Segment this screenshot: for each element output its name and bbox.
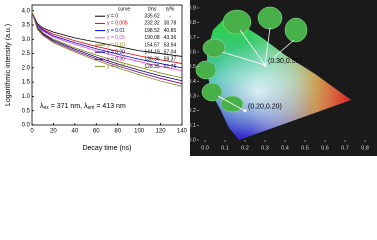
y-tick-label: 1.5 <box>22 80 31 86</box>
legend-label: y = 0.10 <box>107 42 125 48</box>
decay-curve <box>31 11 183 69</box>
annotation: λex = 371 nm, λem = 413 nm <box>40 103 126 111</box>
decay-curve <box>31 12 183 84</box>
y-tick-label: 3.0 <box>22 37 31 43</box>
y-axis-label: Logarithmic intensity (a.u.) <box>5 24 12 106</box>
x-tick-label: 0.7 <box>341 145 349 151</box>
x-tick-label: 0.2 <box>241 145 249 151</box>
legend-header: η/% <box>166 6 175 12</box>
x-tick-label: 0 <box>30 129 34 135</box>
decay-curve <box>31 12 183 72</box>
legend-eta: 53.94 <box>164 42 177 48</box>
cie-point <box>243 109 247 113</box>
plot-frame <box>31 4 183 126</box>
legend-tau: 190.08 <box>144 35 160 41</box>
annotation-part: = 413 nm <box>94 103 125 110</box>
legend-eta: 57.04 <box>164 50 177 56</box>
decay-curve <box>31 11 183 64</box>
legend-label: y = 0.30 <box>107 57 125 63</box>
x-tick-label: 80 <box>114 129 121 135</box>
legend-eta: 61.76 <box>164 64 177 70</box>
annotation-part: = 371 nm, λ <box>49 103 88 110</box>
legend-eta: 30.78 <box>164 21 177 27</box>
legend-label: y = 0.20 <box>107 50 125 56</box>
point-label: (0.20,0.20) <box>248 104 282 111</box>
decay-curve <box>31 12 183 82</box>
legend-eta: 43.36 <box>164 35 177 41</box>
y-tick-label: 0.3 <box>188 93 196 99</box>
y-tick-label: 0.7 <box>188 35 196 41</box>
legend-tau: 128.35 <box>144 64 160 70</box>
y-tick-label: 0.0 <box>22 123 31 129</box>
y-tick-label: 0.9 <box>188 5 196 11</box>
crystal-photos <box>195 6 308 113</box>
legend-label: y = 0.01 <box>107 28 125 34</box>
legend-label: y = 0.40 <box>107 64 125 70</box>
x-tick-label: 0.0 <box>201 145 209 151</box>
x-tick-label: 20 <box>50 129 57 135</box>
y-tick-label: 0.1 <box>188 123 196 129</box>
x-tick-label: 0.8 <box>361 145 369 151</box>
y-tick-label: 0.5 <box>188 64 196 70</box>
decay-curve <box>31 12 183 87</box>
x-tick-label: 140 <box>177 129 188 135</box>
x-tick-label: 0.5 <box>301 145 309 151</box>
legend-header: curve <box>118 6 130 12</box>
legend-label: y = 0 <box>107 14 118 20</box>
x-tick-label: 120 <box>156 129 167 135</box>
point-label: (0.30,0.51) <box>268 58 302 65</box>
y-tick-label: 1.0 <box>22 94 31 100</box>
legend-tau: 144.19 <box>144 50 160 56</box>
figure: 0 20 40 60 80 100 120 1400.00.51.01.52.02.53.03… <box>5 0 377 156</box>
annotation-part: em <box>88 105 95 111</box>
y-tick-label: 0.2 <box>188 108 196 114</box>
legend-label: y = 0.005 <box>107 21 128 27</box>
x-tick-label: 0.6 <box>321 145 329 151</box>
y-tick-label: 0.0 <box>188 137 196 143</box>
legend-eta: 40.85 <box>164 28 177 34</box>
legend-tau: 154.57 <box>144 42 160 48</box>
annotation-part: ex <box>44 105 50 111</box>
x-tick-label: 40 <box>72 129 79 135</box>
x-axis-label: Decay time (ns) <box>82 145 131 152</box>
x-tick-label: 100 <box>134 129 145 135</box>
legend-label: y = 0.05 <box>107 35 125 41</box>
pointer-lines <box>217 27 295 112</box>
x-tick-label: 0.4 <box>281 145 289 151</box>
y-tick-label: 2.0 <box>22 65 31 71</box>
legend-tau: 232.32 <box>144 21 160 27</box>
x-tick-label: 0.1 <box>221 145 229 151</box>
decay-curve <box>31 11 183 57</box>
legend-tau: 198.52 <box>144 28 160 34</box>
annotation-part: λ <box>40 103 44 110</box>
legend-tau: 335.62 <box>144 14 160 20</box>
y-tick-label: 2.5 <box>22 51 31 57</box>
y-tick-label: 0.4 <box>188 79 196 85</box>
legend-tau: 136.36 <box>144 57 160 63</box>
legend-header: τ/ns <box>148 6 157 12</box>
y-tick-label: 0.5 <box>22 108 31 114</box>
x-tick-label: 60 <box>93 129 100 135</box>
y-tick-label: 0.8 <box>188 20 196 26</box>
cie-point <box>263 63 267 67</box>
legend-eta: - <box>169 14 171 20</box>
y-tick-label: 4.0 <box>22 8 31 14</box>
y-tick-label: 3.5 <box>22 23 31 29</box>
legend-eta: 59.37 <box>164 57 177 63</box>
y-tick-label: 0.6 <box>188 49 196 55</box>
x-tick-label: 0.3 <box>261 145 269 151</box>
